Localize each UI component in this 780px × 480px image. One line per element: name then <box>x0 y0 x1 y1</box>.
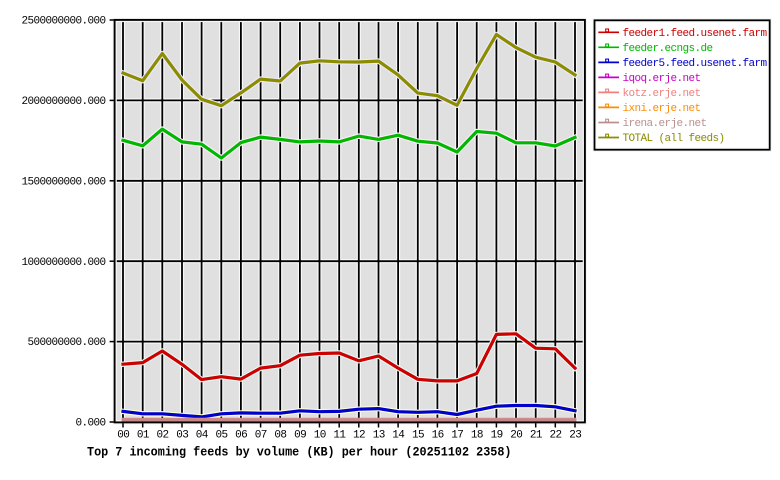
svg-text:feeder1.feed.usenet.farm: feeder1.feed.usenet.farm <box>623 28 768 40</box>
svg-text:04: 04 <box>196 429 209 441</box>
svg-text:19: 19 <box>491 429 503 441</box>
svg-text:13: 13 <box>373 429 385 441</box>
svg-text:15: 15 <box>412 429 424 441</box>
svg-text:0.000: 0.000 <box>75 418 105 430</box>
svg-text:12: 12 <box>353 429 365 441</box>
svg-text:02: 02 <box>156 429 168 441</box>
svg-text:07: 07 <box>255 429 267 441</box>
svg-text:09: 09 <box>294 429 306 441</box>
svg-text:ixni.erje.net: ixni.erje.net <box>623 103 701 115</box>
svg-text:03: 03 <box>176 429 188 441</box>
svg-text:23: 23 <box>569 429 581 441</box>
svg-text:16: 16 <box>432 429 444 441</box>
svg-text:20: 20 <box>510 429 522 441</box>
svg-text:2000000000.000: 2000000000.000 <box>21 96 105 108</box>
svg-text:feeder.ecngs.de: feeder.ecngs.de <box>623 43 713 55</box>
svg-text:Top 7 incoming feeds by volume: Top 7 incoming feeds by volume (KB) per … <box>87 444 512 459</box>
svg-text:22: 22 <box>549 429 561 441</box>
svg-text:1000000000.000: 1000000000.000 <box>21 257 105 269</box>
svg-text:00: 00 <box>117 429 129 441</box>
svg-text:iqoq.erje.net: iqoq.erje.net <box>623 73 701 85</box>
svg-text:2500000000.000: 2500000000.000 <box>21 16 105 28</box>
svg-text:17: 17 <box>451 429 463 441</box>
svg-text:TOTAL (all feeds): TOTAL (all feeds) <box>623 133 725 145</box>
svg-text:feeder5.feed.usenet.farm: feeder5.feed.usenet.farm <box>623 58 768 70</box>
svg-text:10: 10 <box>314 429 326 441</box>
svg-text:05: 05 <box>215 429 227 441</box>
svg-text:06: 06 <box>235 429 247 441</box>
svg-text:08: 08 <box>274 429 286 441</box>
svg-text:14: 14 <box>392 429 405 441</box>
svg-text:irena.erje.net: irena.erje.net <box>623 118 707 130</box>
svg-text:18: 18 <box>471 429 483 441</box>
svg-text:kotz.erje.net: kotz.erje.net <box>623 88 701 100</box>
svg-text:1500000000.000: 1500000000.000 <box>21 176 105 188</box>
svg-text:500000000.000: 500000000.000 <box>27 337 105 349</box>
svg-text:11: 11 <box>333 429 346 441</box>
svg-text:21: 21 <box>530 429 543 441</box>
svg-text:01: 01 <box>137 429 150 441</box>
